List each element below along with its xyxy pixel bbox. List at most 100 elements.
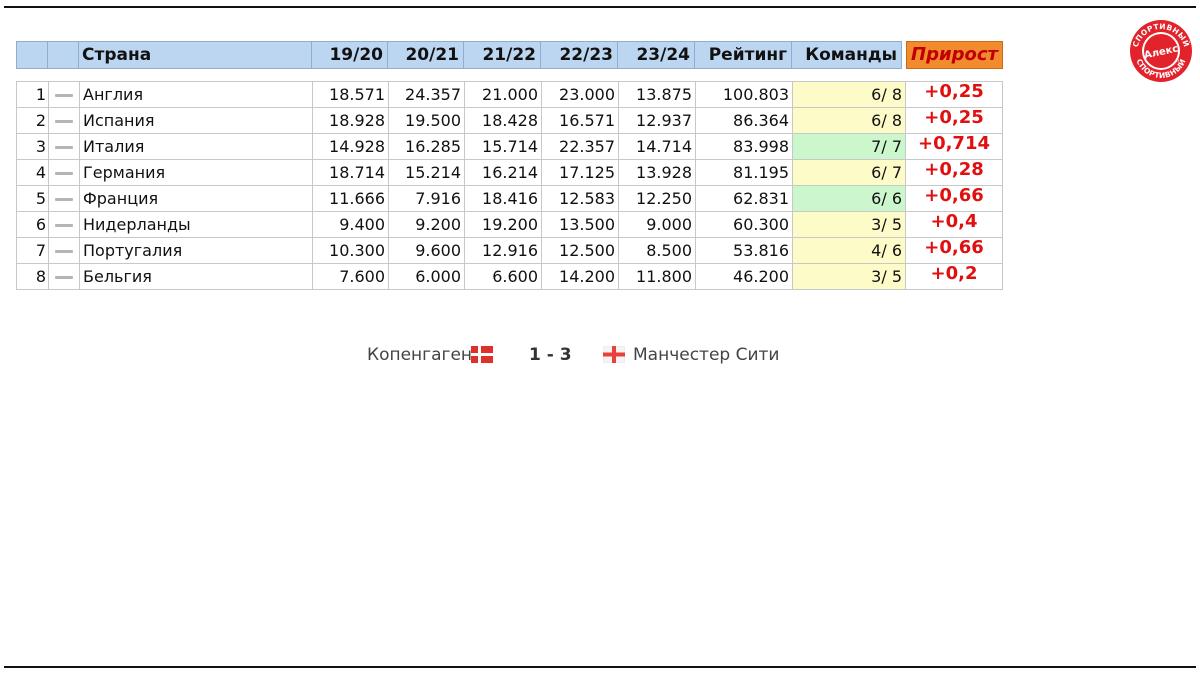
row-country: Португалия: [79, 237, 313, 264]
row-rating: 46.200: [695, 263, 793, 290]
row-gain: +0,4: [905, 211, 1003, 238]
trend-cell: [48, 263, 80, 290]
row-season-3: 18.428: [464, 107, 542, 134]
row-season-2: 15.214: [388, 159, 465, 186]
row-season-1: 18.571: [312, 81, 389, 108]
row-season-3: 15.714: [464, 133, 542, 160]
ranking-table: 1 Англия 18.571 24.357 21.000 23.000 13.875 100…: [16, 81, 1003, 290]
row-season-4: 14.200: [541, 263, 619, 290]
row-gain: +0,25: [905, 107, 1003, 134]
row-season-4: 12.583: [541, 185, 619, 212]
header-season-4: 22/23: [541, 41, 618, 69]
header-growth: Прирост: [906, 41, 1003, 69]
row-country: Германия: [79, 159, 313, 186]
header-teams: Команды: [792, 41, 902, 69]
table-row: 5 Франция 11.666 7.916 18.416 12.583 12.250 62.…: [16, 185, 1003, 212]
row-gain: +0,714: [905, 133, 1003, 160]
top-rule: [4, 6, 1196, 8]
trend-flat-icon: [55, 172, 73, 175]
trend-cell: [48, 211, 80, 238]
row-season-4: 13.500: [541, 211, 619, 238]
row-season-2: 24.357: [388, 81, 465, 108]
bottom-rule: [4, 666, 1196, 668]
trend-flat-icon: [55, 224, 73, 227]
row-country: Нидерланды: [79, 211, 313, 238]
row-season-2: 9.600: [388, 237, 465, 264]
home-team: Копенгаген: [367, 345, 473, 365]
row-season-3: 16.214: [464, 159, 542, 186]
row-season-2: 16.285: [388, 133, 465, 160]
row-season-5: 14.714: [618, 133, 696, 160]
row-season-1: 18.928: [312, 107, 389, 134]
row-rating: 53.816: [695, 237, 793, 264]
table-row: 7 Португалия 10.300 9.600 12.916 12.500 8.500 5…: [16, 237, 1003, 264]
row-season-2: 19.500: [388, 107, 465, 134]
row-country: Англия: [79, 81, 313, 108]
row-season-3: 21.000: [464, 81, 542, 108]
row-season-4: 23.000: [541, 81, 619, 108]
trend-cell: [48, 81, 80, 108]
match-result: Копенгаген 1 - 3 Манчестер Сити: [0, 343, 1200, 367]
row-position: 5: [16, 185, 49, 212]
row-season-3: 6.600: [464, 263, 542, 290]
trend-flat-icon: [55, 250, 73, 253]
header-rating: Рейтинг: [695, 41, 792, 69]
row-teams: 6/ 6: [792, 185, 906, 212]
row-country: Бельгия: [79, 263, 313, 290]
row-teams: 3/ 5: [792, 211, 906, 238]
row-position: 6: [16, 211, 49, 238]
row-season-5: 13.928: [618, 159, 696, 186]
header-season-3: 21/22: [464, 41, 541, 69]
row-position: 2: [16, 107, 49, 134]
table-row: 1 Англия 18.571 24.357 21.000 23.000 13.875 100…: [16, 81, 1003, 108]
row-season-5: 8.500: [618, 237, 696, 264]
trend-flat-icon: [55, 94, 73, 97]
row-season-5: 13.875: [618, 81, 696, 108]
row-season-1: 18.714: [312, 159, 389, 186]
header-season-2: 20/21: [388, 41, 464, 69]
row-position: 7: [16, 237, 49, 264]
trend-flat-icon: [55, 198, 73, 201]
alex-sport-logo: СПОРТИВНЫЙ СПОРТИВНЫЙ Алекс: [1130, 20, 1192, 82]
row-gain: +0,66: [905, 185, 1003, 212]
row-gain: +0,28: [905, 159, 1003, 186]
row-position: 1: [16, 81, 49, 108]
row-position: 8: [16, 263, 49, 290]
row-season-4: 16.571: [541, 107, 619, 134]
row-season-4: 22.357: [541, 133, 619, 160]
row-rating: 100.803: [695, 81, 793, 108]
match-score: 1 - 3: [529, 345, 572, 365]
row-season-4: 17.125: [541, 159, 619, 186]
row-season-2: 6.000: [388, 263, 465, 290]
england-flag-icon: [603, 346, 625, 363]
row-season-1: 11.666: [312, 185, 389, 212]
table-row: 6 Нидерланды 9.400 9.200 19.200 13.500 9.000 60…: [16, 211, 1003, 238]
row-teams: 7/ 7: [792, 133, 906, 160]
header-pos-cell: [16, 41, 48, 69]
row-season-2: 9.200: [388, 211, 465, 238]
row-teams: 6/ 8: [792, 107, 906, 134]
row-season-3: 19.200: [464, 211, 542, 238]
row-position: 4: [16, 159, 49, 186]
row-rating: 62.831: [695, 185, 793, 212]
ranking-table-body: 1 Англия 18.571 24.357 21.000 23.000 13.875 100…: [16, 81, 1003, 290]
row-season-2: 7.916: [388, 185, 465, 212]
row-season-4: 12.500: [541, 237, 619, 264]
trend-flat-icon: [55, 120, 73, 123]
table-row: 8 Бельгия 7.600 6.000 6.600 14.200 11.800 46.20…: [16, 263, 1003, 290]
row-gain: +0,66: [905, 237, 1003, 264]
row-rating: 81.195: [695, 159, 793, 186]
row-gain: +0,2: [905, 263, 1003, 290]
row-teams: 4/ 6: [792, 237, 906, 264]
header-season-1: 19/20: [312, 41, 388, 69]
trend-flat-icon: [55, 276, 73, 279]
row-season-3: 12.916: [464, 237, 542, 264]
row-season-1: 10.300: [312, 237, 389, 264]
trend-cell: [48, 159, 80, 186]
row-rating: 86.364: [695, 107, 793, 134]
row-season-1: 9.400: [312, 211, 389, 238]
table-row: 2 Испания 18.928 19.500 18.428 16.571 12.937 86…: [16, 107, 1003, 134]
row-position: 3: [16, 133, 49, 160]
row-teams: 6/ 8: [792, 81, 906, 108]
trend-cell: [48, 107, 80, 134]
